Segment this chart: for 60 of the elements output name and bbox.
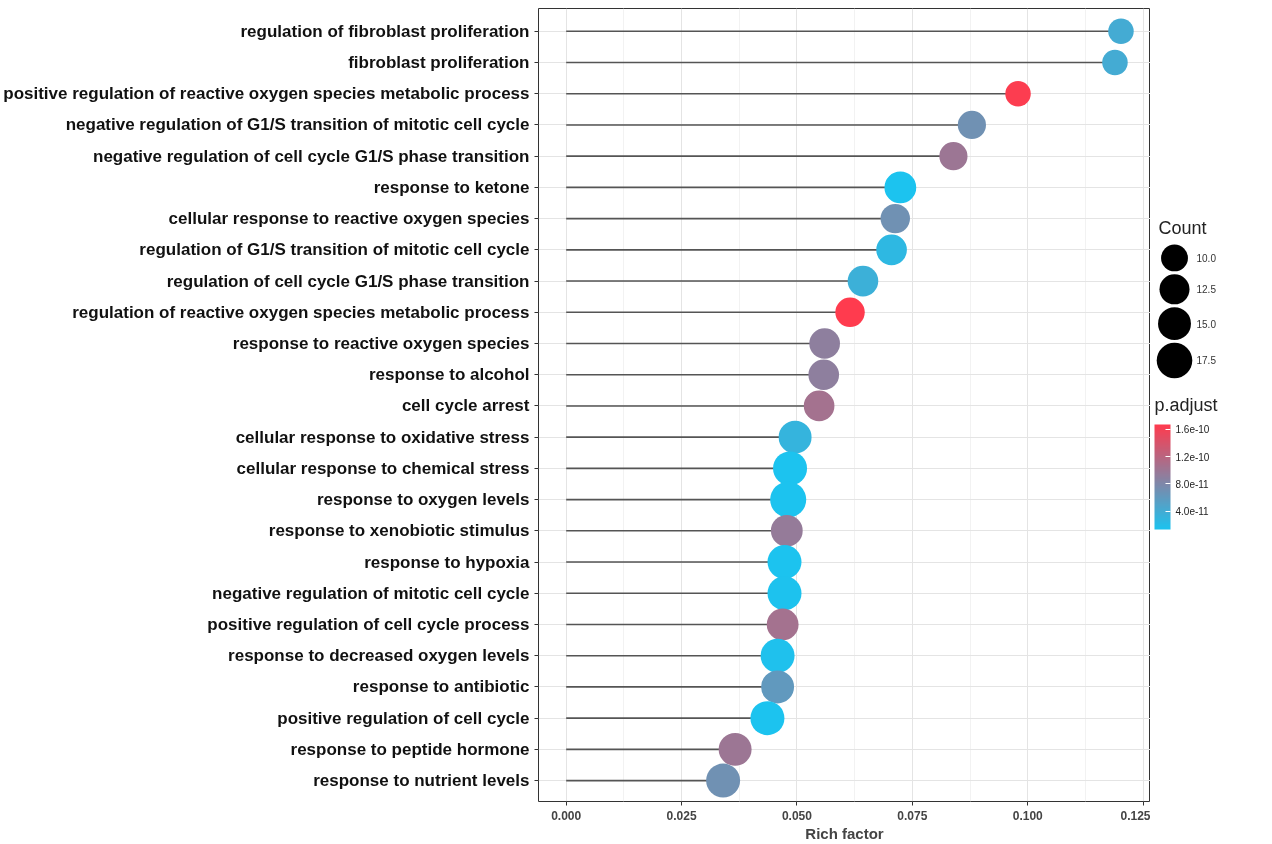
- legend-label: 10.0: [1196, 252, 1217, 264]
- point: [809, 328, 840, 359]
- point: [808, 359, 840, 391]
- y-tick-label: cell cycle arrest: [401, 396, 530, 416]
- point: [718, 732, 752, 766]
- point: [880, 203, 910, 234]
- point: [767, 576, 802, 611]
- point: [778, 420, 812, 454]
- point: [803, 390, 835, 422]
- color-bar-label: 4.0e-11: [1175, 506, 1210, 518]
- y-tick-label: positive regulation of reactive oxygen species metabolic process: [3, 84, 530, 104]
- y-tick-label: response to oxygen levels: [316, 490, 530, 510]
- point: [760, 638, 795, 673]
- y-tick-label: response to peptide hormone: [290, 739, 530, 759]
- point: [761, 670, 795, 704]
- point: [884, 171, 917, 204]
- x-tick-label: 0.075: [897, 808, 928, 823]
- y-tick-label: cellular response to oxidative stress: [235, 427, 530, 447]
- color-bar-label: 8.0e-11: [1175, 478, 1210, 490]
- y-tick-label: negative regulation of cell cycle G1/S phase transition: [93, 146, 530, 166]
- color-bar-label: 1.2e-10: [1175, 451, 1210, 463]
- y-tick-label: negative regulation of G1/S transition of mitotic cell cycle: [65, 115, 530, 135]
- y-tick-label: positive regulation of cell cycle process: [207, 614, 530, 634]
- y-tick-label: regulation of cell cycle G1/S phase transition: [166, 271, 530, 291]
- y-tick-label: response to antibiotic: [352, 677, 530, 697]
- x-tick-label: 0.025: [666, 808, 697, 823]
- x-tick-label: 0.050: [781, 808, 813, 823]
- legend-title: Count: [1158, 218, 1207, 239]
- point: [750, 701, 785, 736]
- y-tick-label: response to reactive oxygen species: [232, 334, 530, 353]
- y-tick-label: fibroblast proliferation: [348, 53, 530, 73]
- point: [706, 763, 741, 798]
- point: [770, 514, 803, 547]
- legend-label: 15.0: [1196, 318, 1217, 330]
- y-tick-label: regulation of reactive oxygen species metabolic process: [72, 302, 530, 322]
- color-bar-label: 1.6e-10: [1175, 424, 1210, 436]
- y-tick-label: cellular response to reactive oxygen species: [168, 209, 530, 229]
- x-tick-label: 0.000: [551, 808, 582, 823]
- x-axis-title: Rich factor: [805, 824, 884, 842]
- legend-label: 12.5: [1196, 284, 1217, 296]
- x-tick-label: 0.125: [1120, 808, 1151, 823]
- y-tick-label: response to nutrient levels: [313, 771, 530, 791]
- y-tick-label: response to xenobiotic stimulus: [268, 521, 530, 541]
- point: [773, 451, 808, 486]
- y-tick-label: regulation of G1/S transition of mitotic cell cycle: [139, 240, 530, 260]
- y-tick-label: response to alcohol: [368, 365, 530, 385]
- y-tick-label: regulation of fibroblast proliferation: [240, 21, 530, 41]
- point: [847, 265, 879, 297]
- point: [766, 608, 799, 641]
- point: [876, 234, 907, 266]
- legend-label: 17.5: [1196, 355, 1217, 367]
- point: [767, 545, 802, 580]
- y-tick-label: negative regulation of mitotic cell cycle: [212, 583, 530, 603]
- y-tick-label: cellular response to chemical stress: [236, 458, 530, 478]
- y-tick-label: response to decreased oxygen levels: [228, 646, 530, 666]
- y-tick-label: response to hypoxia: [364, 552, 531, 572]
- y-tick-label: response to ketone: [373, 177, 530, 197]
- y-tick-label: positive regulation of cell cycle: [277, 708, 530, 728]
- x-tick-label: 0.100: [1012, 808, 1044, 823]
- color-bar-title: p.adjust: [1154, 395, 1218, 415]
